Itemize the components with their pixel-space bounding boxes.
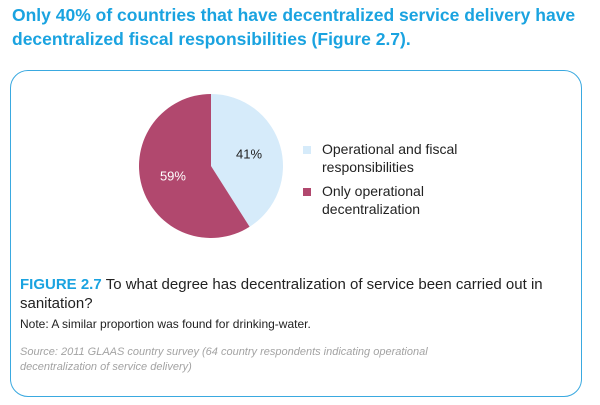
legend-item-only-operational: Only operational decentralization [303, 182, 563, 218]
legend-label-only-operational: Only operational decentralization [322, 183, 424, 217]
figure-note: Note: A similar proportion was found for… [20, 317, 311, 331]
pie-label-2: 59% [160, 168, 186, 183]
headline: Only 40% of countries that have decentra… [12, 5, 576, 49]
figure-source: Source: 2011 GLAAS country survey (64 co… [20, 346, 428, 373]
figure-card: 41% 59% Operational and fiscal responsibi… [10, 70, 582, 397]
pie-slice-2 [139, 94, 250, 238]
pie-label-1: 41% [236, 146, 262, 161]
chart-legend: Operational and fiscal responsibilities … [303, 140, 563, 224]
pie-chart: 41% 59% [139, 94, 283, 238]
legend-label-operational-fiscal: Operational and fiscal responsibilities [322, 141, 458, 175]
figure-label: FIGURE 2.7 [20, 276, 102, 293]
figure-caption: FIGURE 2.7 To what degree has decentraliz… [20, 275, 570, 313]
legend-item-operational-fiscal: Operational and fiscal responsibilities [303, 140, 563, 176]
legend-swatch-operational-fiscal [303, 146, 311, 154]
figure-caption-text: To what degree has decentralization of s… [20, 276, 543, 312]
pie-slice-1 [211, 94, 283, 227]
legend-swatch-only-operational [303, 188, 311, 196]
